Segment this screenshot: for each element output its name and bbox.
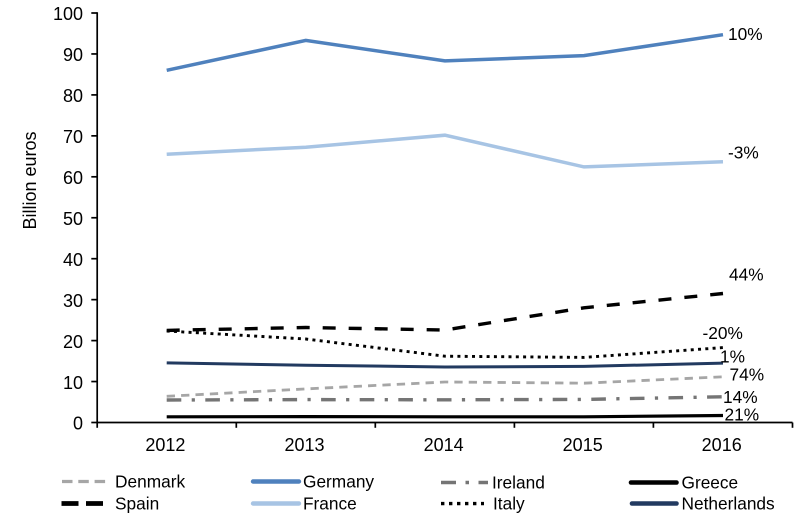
svg-text:Spain: Spain: [115, 494, 159, 514]
svg-text:Billion euros: Billion euros: [20, 131, 40, 229]
svg-text:80: 80: [63, 86, 83, 106]
svg-text:-20%: -20%: [703, 323, 743, 343]
svg-text:-3%: -3%: [728, 143, 759, 163]
svg-text:Denmark: Denmark: [115, 472, 185, 492]
svg-text:2013: 2013: [284, 435, 324, 455]
svg-text:21%: 21%: [725, 405, 760, 425]
svg-text:Greece: Greece: [682, 473, 739, 493]
svg-text:40: 40: [63, 250, 83, 270]
svg-text:2014: 2014: [424, 435, 464, 455]
svg-text:2016: 2016: [702, 435, 742, 455]
svg-text:90: 90: [63, 45, 83, 65]
svg-text:70: 70: [63, 127, 83, 147]
svg-text:2012: 2012: [145, 435, 185, 455]
svg-text:10: 10: [63, 373, 83, 393]
svg-text:1%: 1%: [720, 347, 745, 367]
svg-text:100: 100: [53, 4, 83, 24]
svg-text:0: 0: [73, 414, 83, 434]
svg-text:Germany: Germany: [303, 472, 374, 492]
svg-text:30: 30: [63, 291, 83, 311]
svg-text:France: France: [303, 494, 357, 514]
svg-text:44%: 44%: [729, 265, 764, 285]
svg-text:Italy: Italy: [493, 494, 525, 514]
svg-text:74%: 74%: [730, 365, 765, 385]
svg-text:60: 60: [63, 168, 83, 188]
svg-text:Ireland: Ireland: [492, 473, 545, 493]
svg-text:20: 20: [63, 332, 83, 352]
svg-text:Netherlands: Netherlands: [682, 494, 776, 514]
svg-text:50: 50: [63, 209, 83, 229]
svg-text:2015: 2015: [563, 435, 603, 455]
svg-text:14%: 14%: [723, 387, 758, 407]
svg-text:10%: 10%: [728, 24, 763, 44]
